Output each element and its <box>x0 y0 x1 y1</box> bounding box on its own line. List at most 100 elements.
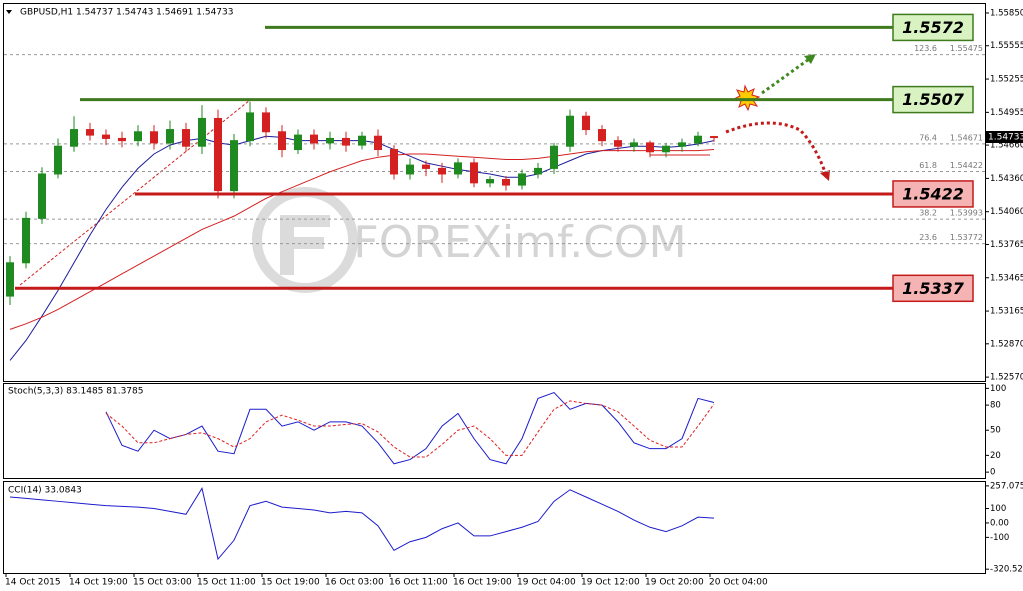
fib-level: 23.6 <box>919 233 937 242</box>
candle-body <box>502 179 510 186</box>
x-tick-label: 16 Oct 11:00 <box>389 578 448 588</box>
stoch-title: Stoch(5,3,3) 83.1485 81.3785 <box>8 387 143 397</box>
candle-body <box>54 145 62 175</box>
x-tick-label: 14 Oct 19:00 <box>69 578 128 588</box>
candle-body <box>614 140 622 147</box>
watermark: FOREXimf.COM <box>353 217 686 268</box>
y-tick-label: 1.55255 <box>990 75 1023 85</box>
y-tick-label: 1.54360 <box>990 174 1023 184</box>
candle-body <box>470 162 478 184</box>
candle-body <box>374 135 382 151</box>
stoch-panel <box>3 383 986 479</box>
candle-body <box>182 129 190 147</box>
moving-average <box>9 149 715 330</box>
candle-body <box>406 164 414 175</box>
candle-body <box>118 137 126 142</box>
fib-price: 1.53772 <box>950 233 983 242</box>
indicator-line <box>105 391 715 465</box>
price-tag <box>986 130 1023 143</box>
level-box <box>892 13 974 42</box>
y-tick-label: 20 <box>990 451 1001 461</box>
y-tick-label: 1.54660 <box>990 141 1023 151</box>
candle-body <box>262 112 270 133</box>
candle-body <box>86 129 94 136</box>
candle-body <box>582 115 590 131</box>
candle-body <box>278 131 286 151</box>
y-tick-label: 50 <box>990 426 1001 436</box>
breakout-star <box>732 84 761 112</box>
x-tick-label: 14 Oct 2015 <box>5 578 61 588</box>
x-tick-label: 19 Oct 04:00 <box>517 578 576 588</box>
price-tag-label: 1.54733 <box>988 132 1023 142</box>
candle-body <box>390 149 398 175</box>
candle-body <box>294 134 302 151</box>
fib-price: 1.54671 <box>950 133 983 142</box>
candle-body <box>646 142 654 153</box>
y-tick-label: 1.53765 <box>990 240 1023 250</box>
candle-body <box>214 117 222 192</box>
down-arrow-head <box>820 170 830 181</box>
candle-body <box>358 135 366 146</box>
candle-body <box>422 164 430 169</box>
candle-body <box>518 173 526 186</box>
fib-price: 1.55475 <box>950 44 983 53</box>
candle-body <box>438 167 446 175</box>
candle-body <box>38 173 46 219</box>
indicator-line <box>105 400 715 458</box>
fib-level: 38.2 <box>919 209 937 218</box>
y-tick-label: 1.52870 <box>990 339 1023 349</box>
logo-f <box>280 215 330 275</box>
y-tick-label: 1.52570 <box>990 373 1023 383</box>
cci-panel <box>3 481 986 574</box>
fib-level: 61.8 <box>919 161 937 170</box>
y-tick-label: -100 <box>990 533 1009 543</box>
candle-body <box>486 179 494 184</box>
candle-body <box>22 217 30 264</box>
chart-title: GBPUSD,H1 1.54737 1.54743 1.54691 1.5473… <box>20 8 233 18</box>
y-tick-label: 1.53465 <box>990 273 1023 283</box>
candle-body <box>534 167 542 175</box>
level-box <box>892 274 974 303</box>
candle-body <box>310 134 318 144</box>
candle-body <box>246 112 254 142</box>
candle-body <box>134 131 142 142</box>
y-tick-label: -320.529 <box>990 565 1023 575</box>
fib-level: 76.4 <box>919 133 937 142</box>
up-arrow <box>761 55 813 95</box>
candle-body <box>102 134 110 139</box>
x-tick-label: 15 Oct 11:00 <box>197 578 256 588</box>
x-tick-label: 16 Oct 03:00 <box>325 578 384 588</box>
menu-arrow[interactable] <box>6 10 12 14</box>
candle-body <box>166 129 174 144</box>
candle-body <box>150 131 158 144</box>
fib-level: 123.6 <box>914 44 937 53</box>
cci-title: CCI(14) 33.0843 <box>8 486 82 496</box>
up-arrow-head <box>804 54 816 64</box>
y-tick-label: 0 <box>990 468 995 478</box>
level-box <box>892 85 974 114</box>
x-tick-label: 15 Oct 19:00 <box>261 578 320 588</box>
candle-body <box>326 137 334 144</box>
indicator-line <box>9 487 715 561</box>
y-tick-label: 100 <box>990 504 1006 514</box>
x-tick-label: 15 Oct 03:00 <box>133 578 192 588</box>
down-arrow <box>725 121 827 173</box>
candle-body <box>710 136 718 139</box>
y-tick-label: 1.53165 <box>990 307 1023 317</box>
candle-body <box>678 142 686 147</box>
candle-body <box>694 135 702 144</box>
candle-body <box>630 142 638 147</box>
candle-body <box>598 129 606 142</box>
y-tick-label: 100 <box>990 384 1006 394</box>
y-tick-label: 1.55555 <box>990 41 1023 51</box>
candle-body <box>342 137 350 146</box>
y-tick-label: 1.55850 <box>990 8 1023 18</box>
x-tick-label: 19 Oct 20:00 <box>645 578 704 588</box>
candle-body <box>566 115 574 147</box>
y-tick-label: 1.54955 <box>990 108 1023 118</box>
candle-body <box>198 117 206 147</box>
x-tick-label: 16 Oct 19:00 <box>453 578 512 588</box>
candle-body <box>70 129 78 147</box>
x-tick-label: 20 Oct 04:00 <box>709 578 768 588</box>
